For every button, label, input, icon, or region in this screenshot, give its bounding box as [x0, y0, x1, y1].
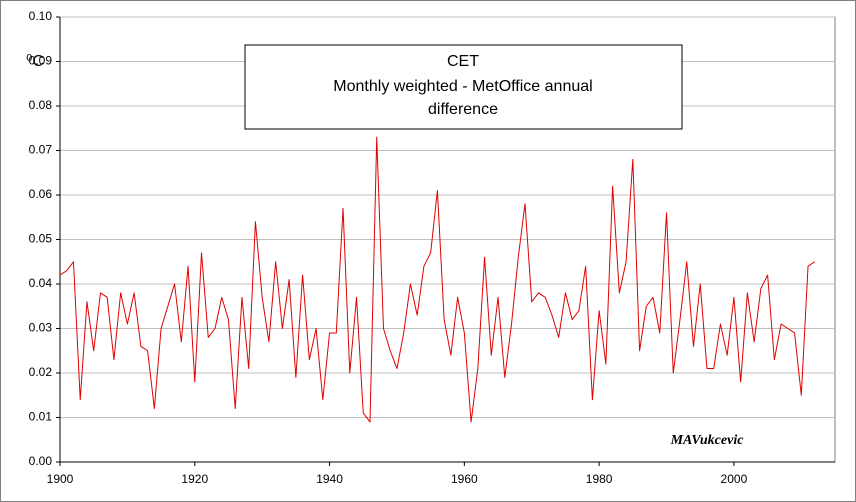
x-tick-label: 1960: [451, 472, 478, 486]
x-tick-label: 1980: [586, 472, 613, 486]
y-tick-label: 0.08: [29, 98, 53, 112]
y-tick-label: 0.05: [29, 232, 53, 246]
y-tick-label: 0.03: [29, 321, 53, 335]
x-tick-label: 1940: [316, 472, 343, 486]
y-tick-label: 0.00: [29, 454, 53, 468]
y-tick-label: 0.06: [29, 187, 53, 201]
x-tick-label: 1900: [47, 472, 74, 486]
y-tick-label: 0.10: [29, 9, 53, 23]
y-tick-label: 0.04: [29, 276, 53, 290]
y-tick-label: 0.07: [29, 143, 53, 157]
y-tick-label: 0.02: [29, 365, 53, 379]
y-axis-label: ⁰C: [26, 53, 44, 70]
chart-title: CET: [447, 53, 479, 70]
data-line: [59, 136, 816, 423]
annotation: MAVukcevic: [670, 433, 745, 448]
x-tick-label: 1920: [181, 472, 208, 486]
chart-title: difference: [428, 101, 498, 118]
y-tick-label: 0.01: [29, 410, 53, 424]
title-box: [244, 44, 683, 130]
x-tick-label: 2000: [721, 472, 748, 486]
y-tick-label: 0.09: [29, 54, 53, 68]
chart-title: Monthly weighted - MetOffice annual: [333, 78, 592, 95]
